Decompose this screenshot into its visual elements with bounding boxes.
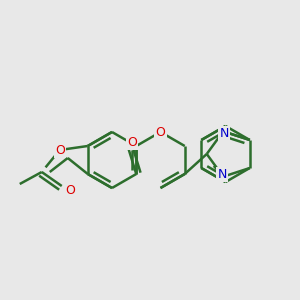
Text: O: O: [65, 184, 75, 196]
Text: O: O: [156, 125, 165, 139]
Text: N: N: [218, 168, 227, 181]
Text: O: O: [127, 136, 137, 148]
Text: O: O: [55, 143, 65, 157]
Text: N: N: [220, 127, 229, 140]
